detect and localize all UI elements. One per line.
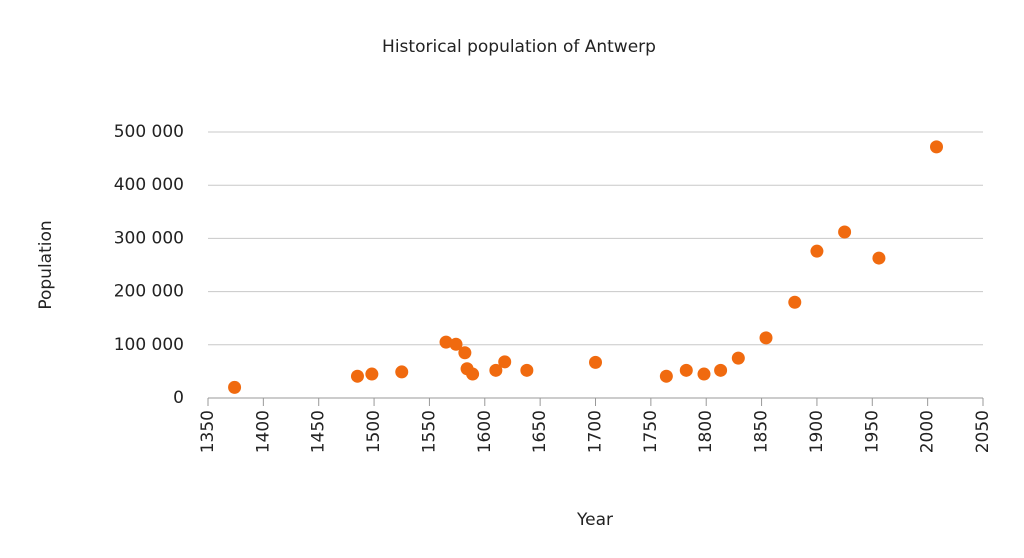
point xyxy=(838,225,852,239)
point xyxy=(714,363,728,377)
point xyxy=(365,367,379,381)
point xyxy=(589,355,602,369)
point xyxy=(759,331,773,345)
point xyxy=(679,363,693,377)
x-tick-label: 1700 xyxy=(586,410,606,453)
x-tick-label: 1450 xyxy=(309,410,329,453)
point xyxy=(659,369,673,383)
x-tick-label: 1900 xyxy=(807,410,827,453)
x-tick-label: 2050 xyxy=(973,410,993,453)
x-tick-label: 1800 xyxy=(696,410,716,453)
x-tick-label: 2000 xyxy=(918,410,938,453)
y-tick-label: 100 000 xyxy=(114,335,184,355)
y-tick-label: 0 xyxy=(173,388,184,408)
x-tick-label: 1500 xyxy=(364,410,384,453)
point xyxy=(489,363,503,377)
point xyxy=(466,367,480,381)
point xyxy=(731,351,745,365)
x-tick-label: 1550 xyxy=(419,410,439,453)
y-tick-label: 500 000 xyxy=(114,122,184,142)
y-tick-label: 400 000 xyxy=(114,175,184,195)
point xyxy=(930,140,943,154)
point xyxy=(449,337,463,351)
point xyxy=(520,363,534,377)
point xyxy=(788,295,802,309)
y-tick-label: 200 000 xyxy=(114,282,184,302)
x-tick-label: 1850 xyxy=(752,410,772,453)
x-tick-label: 1600 xyxy=(475,410,495,453)
x-tick-label: 1950 xyxy=(862,410,882,453)
point xyxy=(350,369,364,383)
x-axis-title: Year xyxy=(576,510,613,530)
x-tick-label: 1650 xyxy=(530,410,550,453)
point xyxy=(439,335,453,349)
point xyxy=(872,251,886,265)
point xyxy=(498,355,512,369)
x-tick-label: 1400 xyxy=(253,410,273,453)
x-tick-label: 1350 xyxy=(198,410,218,453)
point xyxy=(697,367,711,381)
point xyxy=(458,346,472,360)
chart-title: Historical population of Antwerp xyxy=(382,37,656,57)
y-axis-title: Population xyxy=(36,220,56,309)
point xyxy=(810,244,824,258)
point xyxy=(228,380,242,394)
point xyxy=(395,365,409,379)
x-tick-label: 1750 xyxy=(641,410,661,453)
y-tick-label: 300 000 xyxy=(114,228,184,248)
